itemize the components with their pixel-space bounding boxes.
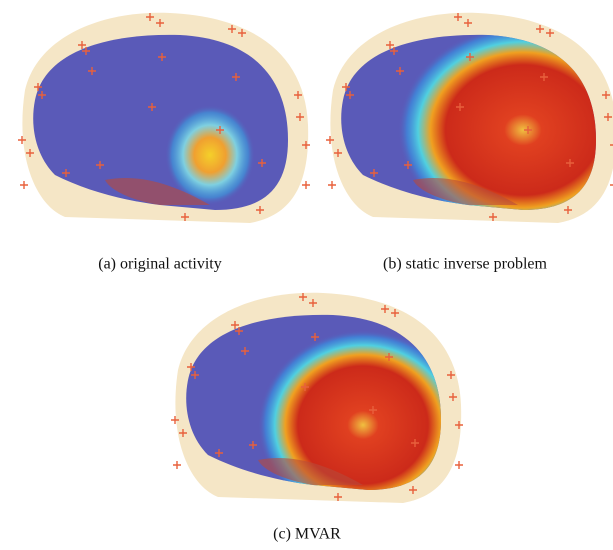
electrode	[455, 461, 463, 469]
page: {"figure": {"panels": [ {"caption": "(a)…	[0, 0, 613, 550]
electrode	[173, 461, 181, 469]
figure: (a) original activity (b) static inverse…	[0, 0, 613, 550]
electrode	[302, 181, 310, 189]
electrode	[20, 181, 28, 189]
brain-image	[163, 285, 468, 520]
brain-image	[10, 5, 310, 225]
electrode	[328, 181, 336, 189]
caption: (b) static inverse problem	[383, 256, 548, 273]
caption: (a) original activity	[98, 256, 222, 273]
caption: (c) MVAR	[273, 526, 341, 543]
brain-image	[318, 5, 613, 235]
